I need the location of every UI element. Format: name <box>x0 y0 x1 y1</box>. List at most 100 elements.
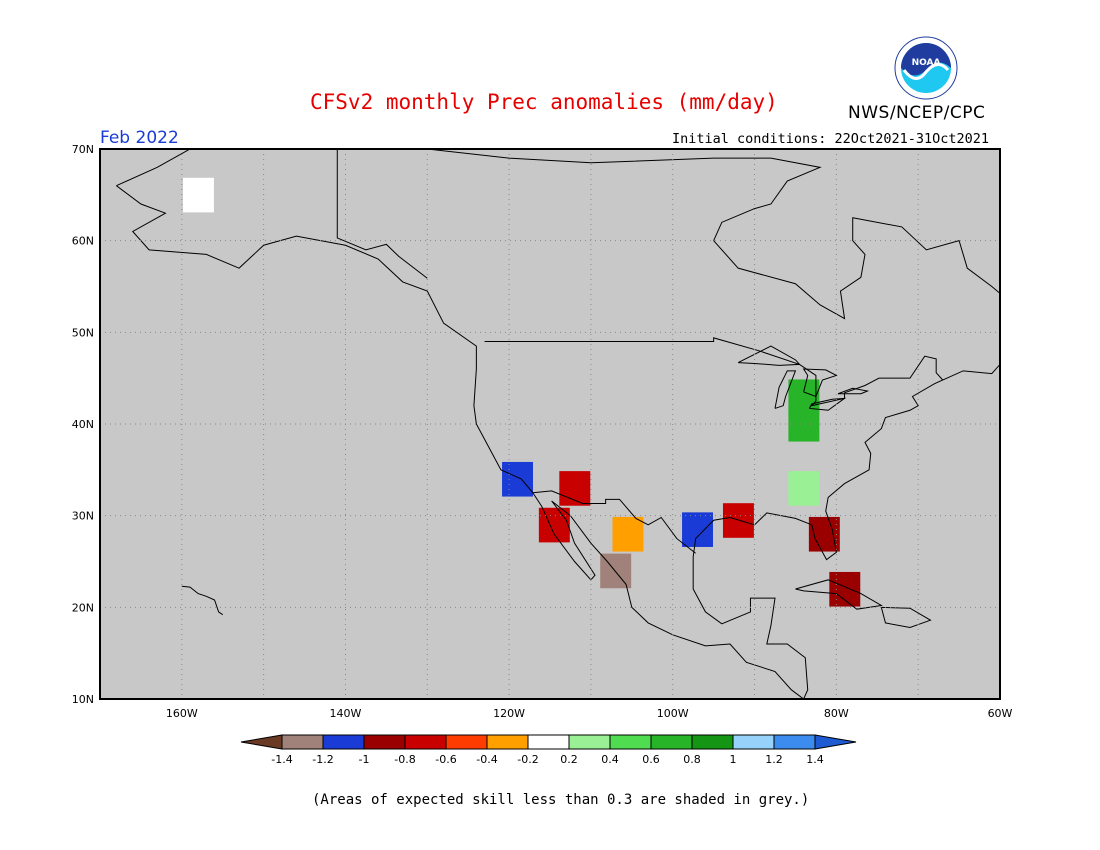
anomaly-cell <box>182 194 192 204</box>
colorbar-label: 0.2 <box>560 753 578 766</box>
anomaly-cell <box>704 529 713 539</box>
anomaly-cell <box>811 405 820 415</box>
anomaly-cell <box>745 520 754 530</box>
anomaly-cell <box>816 516 825 526</box>
anomaly-cell <box>607 570 616 580</box>
anomaly-cell <box>796 479 805 489</box>
anomaly-cell <box>607 553 616 563</box>
anomaly-cell <box>788 488 797 498</box>
anomaly-cell <box>509 487 518 497</box>
anomaly-cell <box>615 579 624 589</box>
anomaly-cell <box>623 579 632 589</box>
anomaly-cell <box>559 479 568 489</box>
colorbar-segment <box>609 734 652 750</box>
anomaly-cell <box>600 570 609 580</box>
anomaly-cell <box>620 516 629 526</box>
colorbar-segment <box>691 734 734 750</box>
colorbar-label: -0.2 <box>517 753 538 766</box>
anomaly-cell <box>811 387 820 397</box>
anomaly-cell <box>689 529 698 539</box>
anomaly-cell <box>697 512 706 522</box>
anomaly-cell <box>803 379 812 389</box>
agency-label: NWS/NCEP/CPC <box>848 103 986 123</box>
anomaly-cell <box>546 533 555 543</box>
anomaly-cell <box>198 186 207 196</box>
anomaly-cell <box>836 571 846 581</box>
anomaly-cell <box>796 396 805 406</box>
anomaly-cell <box>509 461 518 471</box>
anomaly-cell <box>811 415 820 425</box>
anomaly-cell <box>844 589 853 599</box>
anomaly-cell <box>796 379 805 389</box>
anomaly-cell <box>788 415 797 425</box>
anomaly-cell <box>689 520 698 530</box>
colorbar-segment <box>363 734 406 750</box>
colorbar-segment <box>404 734 447 750</box>
anomaly-cell <box>205 203 214 213</box>
anomaly-cell <box>738 503 747 513</box>
lat-tick-label: 40N <box>72 418 94 431</box>
anomaly-cell <box>582 488 591 498</box>
anomaly-cell <box>600 579 609 589</box>
anomaly-cell <box>803 415 812 425</box>
anomaly-cell <box>190 177 199 187</box>
colorbar-label: 1.4 <box>806 753 824 766</box>
anomaly-cell <box>844 597 853 607</box>
anomaly-cell <box>852 571 861 581</box>
anomaly-cell <box>803 479 812 489</box>
anomaly-cell <box>524 479 533 489</box>
anomaly-cell <box>554 524 563 534</box>
anomaly-cell <box>182 186 192 196</box>
lat-tick-label: 50N <box>72 326 94 339</box>
anomaly-cell <box>788 471 797 481</box>
anomaly-cell <box>811 488 820 498</box>
anomaly-cell <box>697 520 706 530</box>
colorbar: -1.4 -1.2 -1 -0.8 -0.6 -0.4 -0.2 0.2 0.4 0.6 0.8 1 1… <box>240 734 857 766</box>
anomaly-cell <box>546 524 555 534</box>
colorbar-label: -1.2 <box>312 753 333 766</box>
lat-tick-label: 20N <box>72 601 94 614</box>
anomaly-cell <box>816 525 825 535</box>
anomaly-cell <box>836 597 846 607</box>
anomaly-cell <box>612 534 621 544</box>
anomaly-cell <box>803 396 812 406</box>
anomaly-cell <box>803 424 812 434</box>
colorbar-arrow-high <box>814 734 857 750</box>
anomaly-cell <box>844 580 853 590</box>
anomaly-cell <box>682 520 691 530</box>
anomaly-cell <box>566 479 576 489</box>
anomaly-cell <box>524 470 533 480</box>
anomaly-cell <box>559 471 568 481</box>
anomaly-cell <box>546 516 555 526</box>
anomaly-cell <box>612 542 621 552</box>
anomaly-cell <box>190 194 199 204</box>
anomaly-cell <box>517 479 526 489</box>
anomaly-cell <box>704 537 713 547</box>
anomaly-cell <box>824 525 833 535</box>
anomaly-cell <box>788 479 797 489</box>
anomaly-cell <box>615 553 624 563</box>
anomaly-cell <box>524 487 533 497</box>
anomaly-cell <box>623 570 632 580</box>
lat-tick-label: 60N <box>72 235 94 248</box>
anomaly-cell <box>607 579 616 589</box>
anomaly-cell <box>730 528 739 538</box>
anomaly-cell <box>509 470 518 480</box>
anomaly-cell <box>803 471 812 481</box>
anomaly-cell <box>538 524 547 534</box>
anomaly-cell <box>811 432 820 442</box>
anomaly-cell <box>803 496 812 506</box>
anomaly-cell <box>561 533 570 543</box>
skill-footnote: (Areas of expected skill less than 0.3 a… <box>312 792 810 808</box>
anomaly-cell <box>182 177 192 187</box>
anomaly-cell <box>635 534 644 544</box>
anomaly-cell <box>722 528 732 538</box>
anomaly-cell <box>561 516 570 526</box>
anomaly-cell <box>615 570 624 580</box>
anomaly-cell <box>730 511 739 521</box>
colorbar-label: -1.4 <box>271 753 292 766</box>
anomaly-cell <box>811 396 820 406</box>
colorbar-label: 0.6 <box>642 753 660 766</box>
anomaly-cell <box>738 511 747 521</box>
colorbar-segment <box>568 734 611 750</box>
